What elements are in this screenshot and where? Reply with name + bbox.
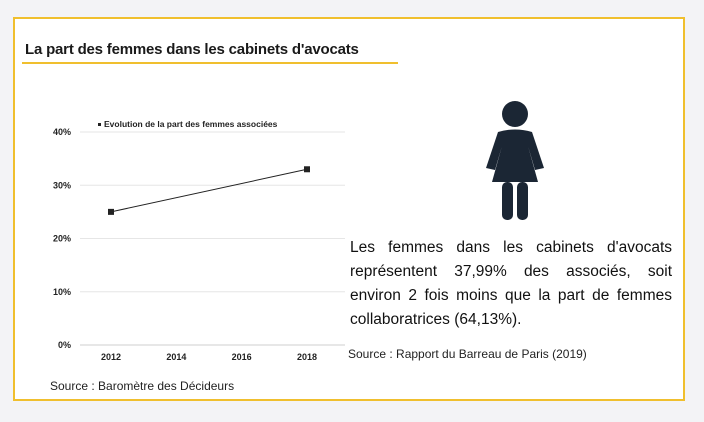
chart-source: Source : Baromètre des Décideurs <box>50 379 235 393</box>
x-tick-label: 2014 <box>166 352 186 362</box>
x-tick-label: 2016 <box>232 352 252 362</box>
series-line <box>110 168 308 213</box>
y-tick-label: 40% <box>53 127 71 137</box>
y-tick-label: 10% <box>53 287 71 297</box>
x-tick-label: 2018 <box>297 352 317 362</box>
woman-icon <box>486 101 544 220</box>
chart-legend: Evolution de la part des femmes associée… <box>98 119 277 129</box>
legend-label: Evolution de la part des femmes associée… <box>104 119 278 129</box>
data-point <box>108 208 114 215</box>
legend-marker <box>98 123 101 127</box>
y-tick-label: 0% <box>58 340 71 350</box>
statistic-text: Les femmes dans les cabinets d'avocats r… <box>350 239 672 328</box>
y-tick-label: 20% <box>53 234 71 244</box>
stat-source: Source : Rapport du Barreau de Paris (20… <box>348 347 587 361</box>
x-tick-label: 2012 <box>101 352 121 362</box>
y-tick-label: 30% <box>53 180 71 190</box>
title-underline <box>22 62 398 64</box>
page-title: La part des femmes dans les cabinets d'a… <box>25 41 359 58</box>
data-point <box>304 166 310 173</box>
